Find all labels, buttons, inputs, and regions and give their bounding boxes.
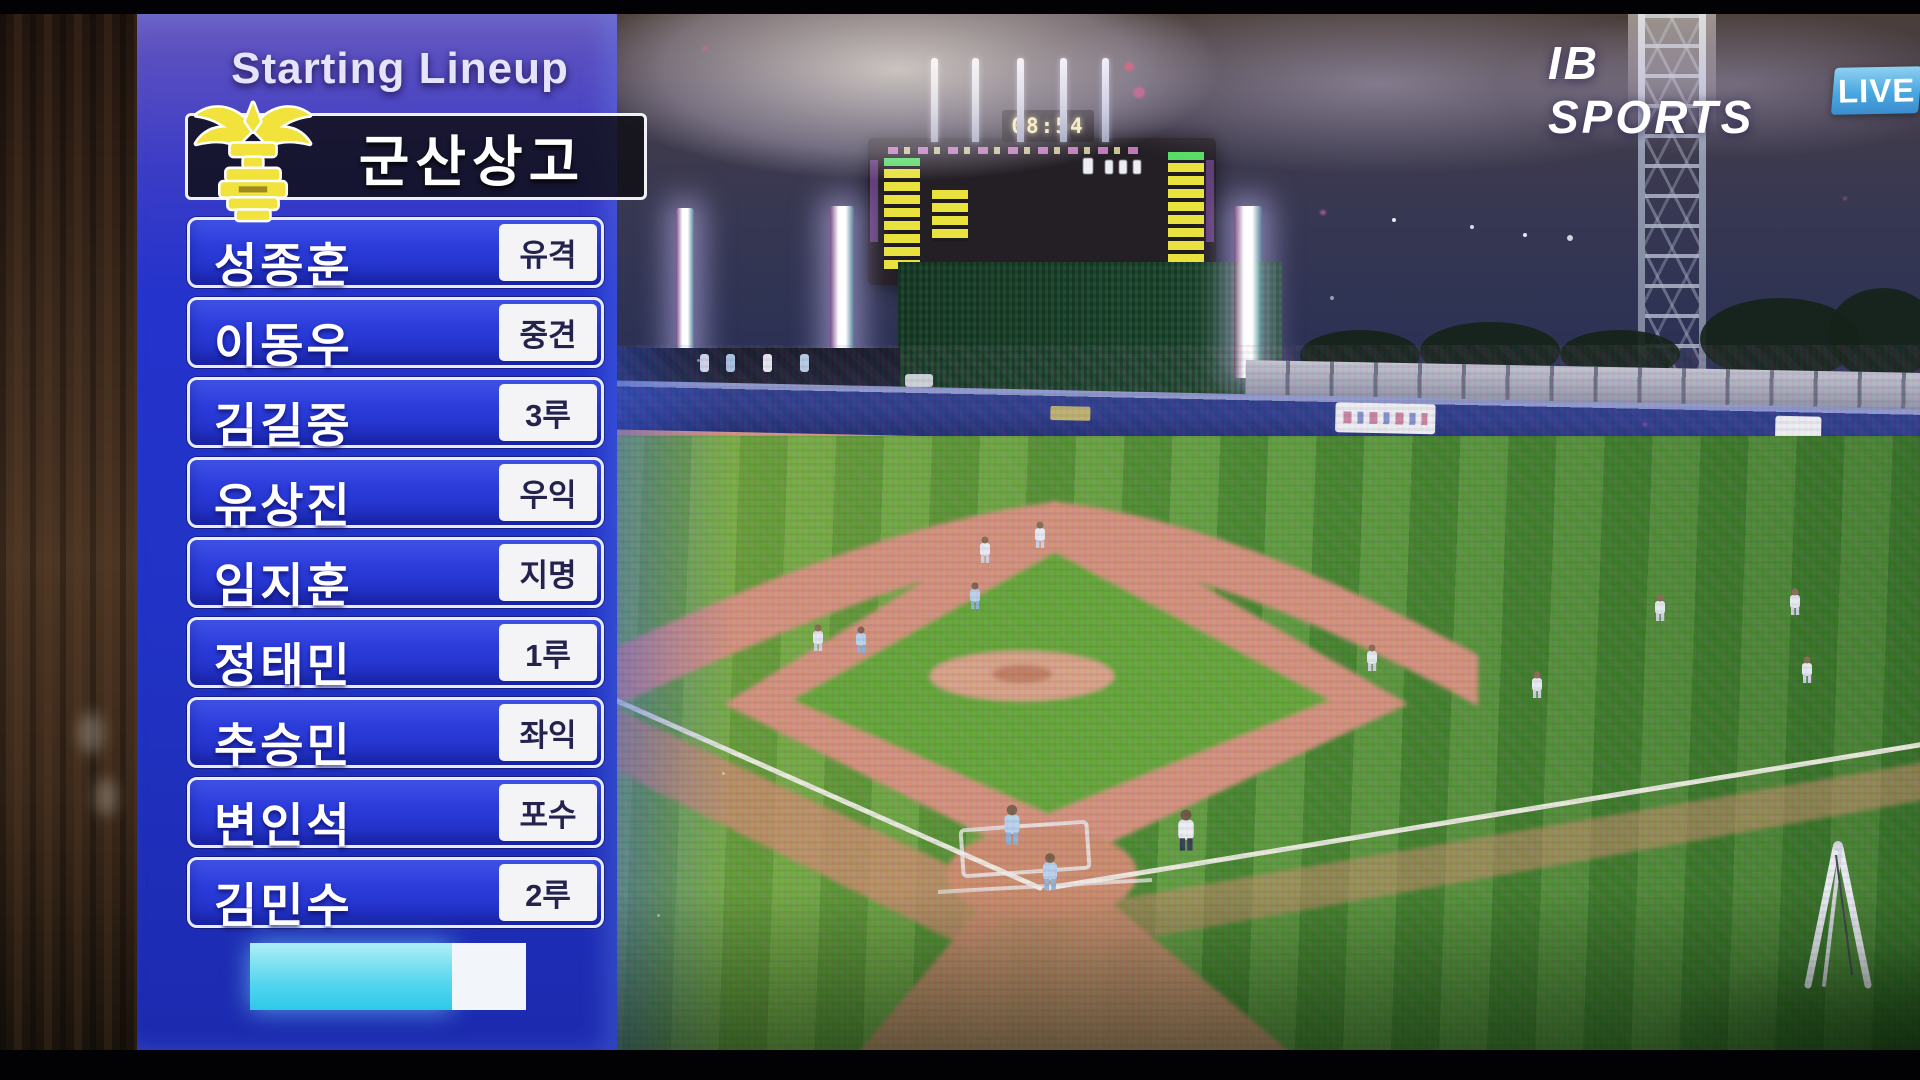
player-position: 3루 (499, 384, 597, 441)
bottom-bar-white-segment (452, 943, 526, 1010)
scoreboard-digit (1133, 160, 1141, 174)
lineup-row: 김민수 2루 (187, 857, 604, 932)
wall-ad-banner (1050, 405, 1091, 421)
wall-reflection (78, 712, 104, 754)
scoreboard-lineup-mid (932, 190, 968, 242)
lineup-row: 추승민 좌익 (187, 697, 604, 772)
school-crest-icon (193, 100, 313, 223)
lineup-row: 변인석 포수 (187, 777, 604, 852)
player-position: 유격 (499, 224, 597, 281)
scoreboard-green-bar (1168, 152, 1204, 160)
live-badge: LIVE (1830, 65, 1920, 115)
batters-eye-screen (898, 262, 1282, 394)
lineup-row: 김길중 3루 (187, 377, 604, 452)
player-position: 좌익 (499, 704, 597, 761)
person-silhouette (800, 354, 809, 372)
field-equipment (905, 374, 933, 387)
flag-pole (1017, 58, 1024, 142)
player-name: 김길중 (214, 399, 353, 452)
person-silhouette (763, 354, 772, 372)
flare-dots (1124, 62, 1134, 71)
lineup-row: 임지훈 지명 (187, 537, 604, 612)
player-position: 우익 (499, 464, 597, 521)
scoreboard-clock: 08:54 (1002, 110, 1094, 142)
scoreboard-digit (1119, 160, 1127, 174)
graphic-title: Starting Lineup (231, 44, 569, 93)
channel-name: IB SPORTS (1548, 37, 1755, 143)
player-name: 김민수 (214, 879, 353, 932)
distant-lights (1392, 218, 1396, 222)
lineup-list: 성종훈 유격 이동우 중견 김길중 3루 유상진 우익 임지훈 지명 정태민 1… (137, 14, 617, 1050)
live-badge-label: LIVE (1837, 70, 1916, 109)
lineup-row: 정태민 1루 (187, 617, 604, 692)
player-position: 1루 (499, 624, 597, 681)
bottom-bar-cyan-segment (250, 943, 452, 1010)
flag-pole (1102, 58, 1109, 142)
lineup-row: 이동우 중견 (187, 297, 604, 372)
lineup-row: 성종훈 유격 (187, 217, 604, 292)
player-name: 성종훈 (214, 239, 353, 292)
panel-edge-tint (598, 348, 733, 1054)
player-name: 추승민 (214, 719, 353, 772)
scoreboard-digit (1105, 160, 1113, 174)
scoreboard-edge-strip (1206, 160, 1214, 242)
wall-reflection (95, 778, 117, 816)
player-name: 변인석 (214, 799, 353, 852)
scoreboard-edge-strip (870, 160, 878, 242)
wood-wall-edge (0, 0, 137, 1080)
player-position: 중견 (499, 304, 597, 361)
player-name: 이동우 (214, 319, 353, 372)
lineup-row: 유상진 우익 (187, 457, 604, 532)
baseball-field-grass (596, 436, 1920, 1054)
flag-pole (931, 58, 938, 142)
player-name: 임지훈 (214, 559, 353, 612)
scoreboard-digit (1083, 158, 1093, 174)
scoreboard-green-bar (884, 158, 920, 166)
scoreboard-lineup-right (1168, 163, 1204, 270)
player-position: 지명 (499, 544, 597, 601)
light-pylon (1234, 206, 1262, 378)
wall-ad-banner (1335, 402, 1436, 435)
player-name: 유상진 (214, 479, 353, 532)
scoreboard-header-text-blur (888, 147, 1138, 154)
panel-bottom-bar (250, 943, 526, 1010)
flag-pole (972, 58, 979, 142)
flag-pole (1060, 58, 1067, 142)
player-name: 정태민 (214, 639, 353, 692)
team-name: 군산상고 (358, 130, 586, 193)
banner-text-blur (1343, 411, 1428, 426)
scoreboard-lineup-left (884, 169, 920, 270)
tv-bezel-top (0, 0, 1920, 14)
player-position: 포수 (499, 784, 597, 841)
tv-bezel-bottom (0, 1050, 1920, 1080)
channel-logo: IB SPORTS LIVE (1548, 36, 1920, 144)
player-position: 2루 (499, 864, 597, 921)
